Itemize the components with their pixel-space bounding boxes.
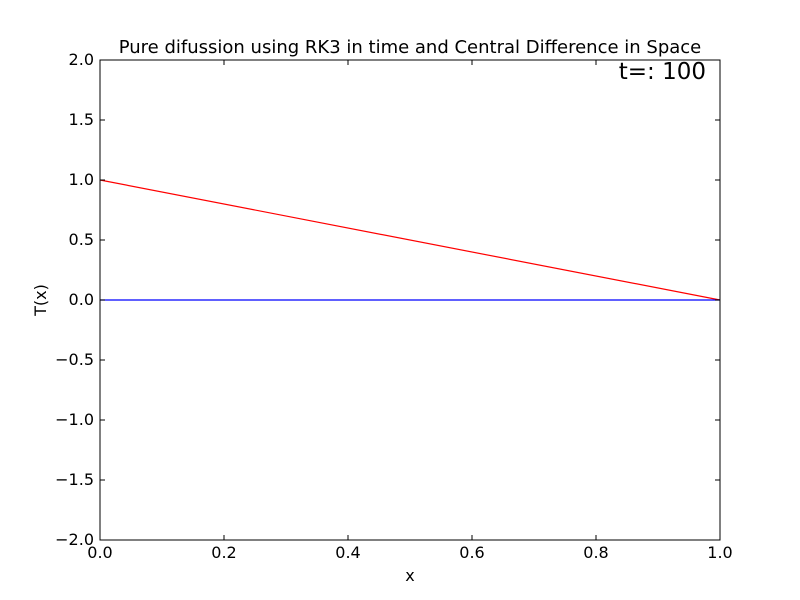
y-axis-label: T(x) [31,284,50,317]
y-tick-label: −2.0 [55,530,94,549]
x-tick-label: 0.0 [87,543,112,562]
plot-area [99,179,721,301]
axis-ticks: 0.0 0.2 0.4 0.6 0.8 1.0 −2.0 −1.5 −1.0 −0.5 0.0 0.5… [55,50,733,562]
x-tick-label: 0.8 [583,543,608,562]
y-tick-label: 2.0 [69,50,94,69]
x-axis-label: x [405,566,414,585]
chart-title: Pure difussion using RK3 in time and Cen… [119,37,702,58]
plot-frame [99,59,721,541]
y-tick-label: −1.0 [55,410,94,429]
y-tick-label: −0.5 [55,350,94,369]
y-tick-label: −1.5 [55,470,94,489]
time-annotation: t=: 100 [619,59,706,85]
y-tick-label: 1.0 [69,170,94,189]
y-tick-label: 1.5 [69,110,94,129]
series-line-1 [99,179,721,301]
x-tick-label: 0.2 [211,543,236,562]
x-tick-label: 0.6 [459,543,484,562]
y-tick-label: 0.5 [69,230,94,249]
x-tick-label: 0.4 [335,543,360,562]
x-tick-label: 1.0 [707,543,732,562]
y-tick-label: 0.0 [69,290,94,309]
